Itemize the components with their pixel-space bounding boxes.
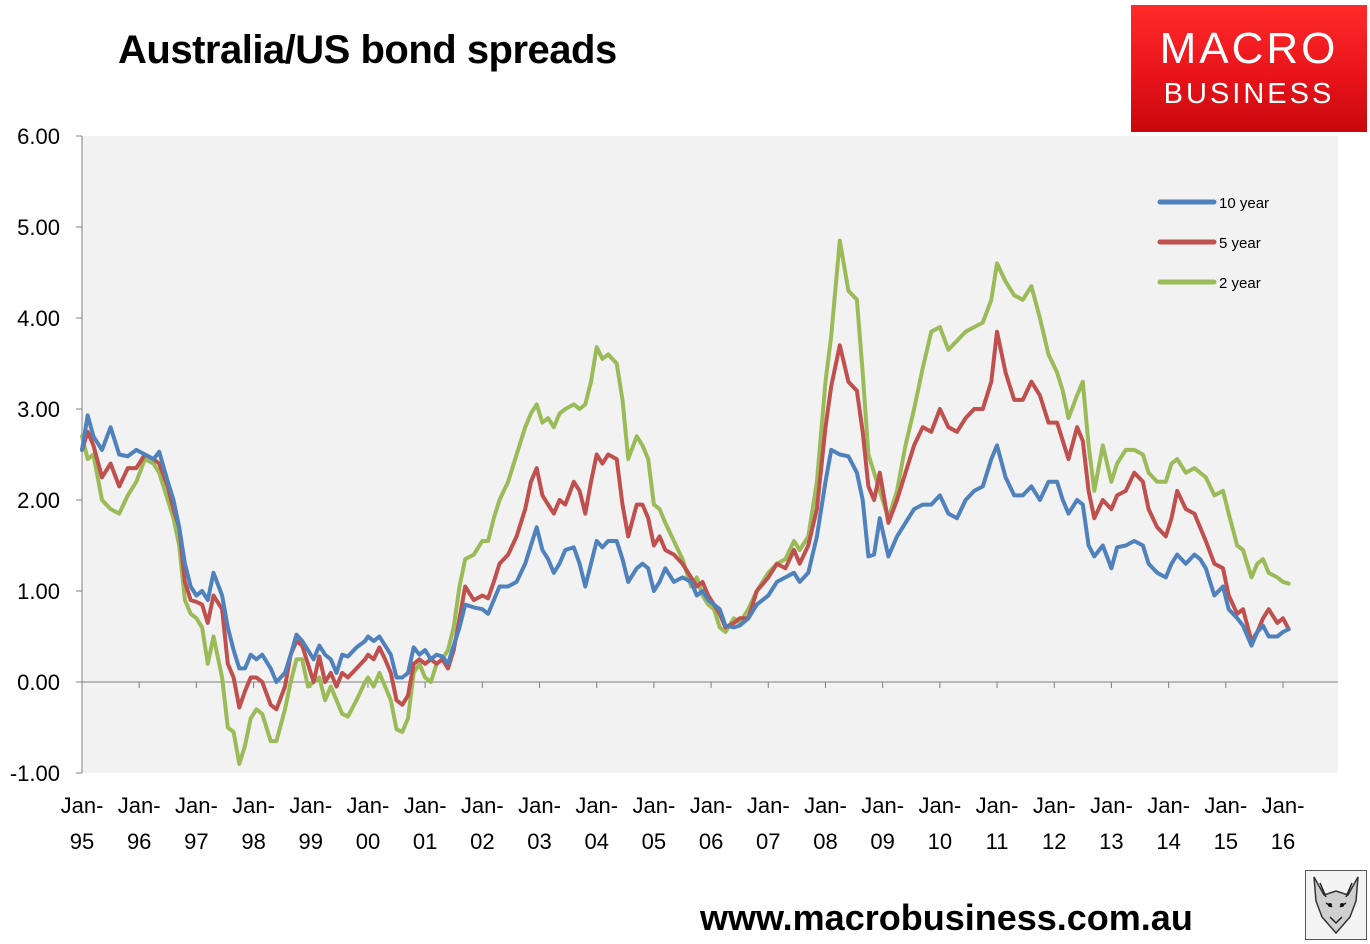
x-tick-label: 08	[813, 829, 837, 854]
legend-label-2-year: 2 year	[1219, 275, 1261, 292]
x-tick-label: 14	[1156, 829, 1180, 854]
x-axis: Jan- 95 Jan- 96 Jan- 97 Jan- 98 Jan- 99 Jan- 00 Jan-…	[61, 681, 1338, 854]
x-tick-label: 13	[1099, 829, 1123, 854]
x-tick-label: 96	[127, 829, 151, 854]
x-tick-label: Jan-	[1090, 793, 1133, 818]
x-tick-label: Jan-	[1204, 793, 1247, 818]
site-url[interactable]: www.macrobusiness.com.au	[700, 897, 1193, 938]
x-tick-label: Jan-	[918, 793, 961, 818]
y-tick-label: -1.00	[10, 761, 60, 786]
y-tick-label: 2.00	[17, 488, 60, 513]
y-tick-label: 3.00	[17, 397, 60, 422]
y-axis: -1.00 0.00 1.00 2.00 3.00 4.00 5.00 6.00	[10, 124, 83, 786]
y-tick-label: 1.00	[17, 579, 60, 604]
plot-area	[82, 136, 1338, 773]
x-tick-label: Jan-	[461, 793, 504, 818]
x-tick-label: Jan-	[1033, 793, 1076, 818]
x-tick-label: Jan-	[1262, 793, 1305, 818]
x-tick-label: Jan-	[1147, 793, 1190, 818]
x-tick-label: 11	[986, 829, 1009, 854]
x-tick-label: 03	[527, 829, 551, 854]
logo-line-macro: MACRO	[1159, 24, 1339, 73]
y-tick-label: 6.00	[17, 124, 60, 149]
x-tick-label: Jan-	[175, 793, 218, 818]
y-tick-label: 4.00	[17, 306, 60, 331]
x-tick-label: 04	[584, 829, 608, 854]
x-tick-label: Jan-	[347, 793, 390, 818]
x-tick-label: Jan-	[804, 793, 847, 818]
x-tick-label: 98	[241, 829, 265, 854]
x-tick-label: 97	[184, 829, 208, 854]
x-tick-label: 02	[470, 829, 494, 854]
x-tick-label: Jan-	[404, 793, 447, 818]
series-line-10-year	[80, 413, 1291, 684]
x-tick-label: Jan-	[289, 793, 332, 818]
x-tick-label: 00	[356, 829, 380, 854]
y-tick-label: 5.00	[17, 215, 60, 240]
x-tick-label: Jan-	[633, 793, 676, 818]
x-tick-label: 06	[699, 829, 723, 854]
legend-label-5-year: 5 year	[1219, 235, 1261, 252]
series-line-5-year	[80, 329, 1291, 712]
logo-line-business: BUSINESS	[1163, 78, 1335, 110]
x-tick-label: Jan-	[61, 793, 104, 818]
series-line-2-year	[80, 238, 1291, 766]
x-tick-label: 09	[870, 829, 894, 854]
x-tick-label: 99	[299, 829, 323, 854]
y-tick-label: 0.00	[17, 670, 60, 695]
x-tick-label: 16	[1271, 829, 1295, 854]
x-tick-label: Jan-	[232, 793, 275, 818]
x-tick-label: Jan-	[575, 793, 618, 818]
x-tick-label: 01	[413, 829, 437, 854]
x-tick-label: 12	[1042, 829, 1066, 854]
x-tick-label: 95	[70, 829, 94, 854]
macrobusiness-logo[interactable]: MACRO BUSINESS	[1131, 5, 1367, 132]
x-tick-label: 07	[756, 829, 780, 854]
wolf-icon	[1305, 870, 1367, 940]
legend-label-10-year: 10 year	[1219, 195, 1269, 212]
x-tick-label: Jan-	[518, 793, 561, 818]
x-tick-label: Jan-	[690, 793, 733, 818]
series-lines	[80, 238, 1291, 766]
x-tick-label: Jan-	[976, 793, 1019, 818]
x-tick-label: Jan-	[118, 793, 161, 818]
x-tick-label: 10	[928, 829, 952, 854]
x-tick-label: Jan-	[861, 793, 904, 818]
x-tick-label: 15	[1214, 829, 1238, 854]
legend: 10 year 5 year 2 year	[1157, 195, 1269, 292]
x-tick-label: Jan-	[747, 793, 790, 818]
chart-title: Australia/US bond spreads	[118, 28, 617, 72]
x-tick-label: 05	[642, 829, 666, 854]
